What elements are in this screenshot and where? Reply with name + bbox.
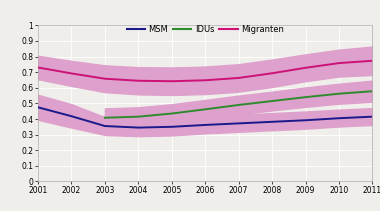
Legend: MSM, IDUs, Migranten: MSM, IDUs, Migranten bbox=[127, 25, 284, 34]
